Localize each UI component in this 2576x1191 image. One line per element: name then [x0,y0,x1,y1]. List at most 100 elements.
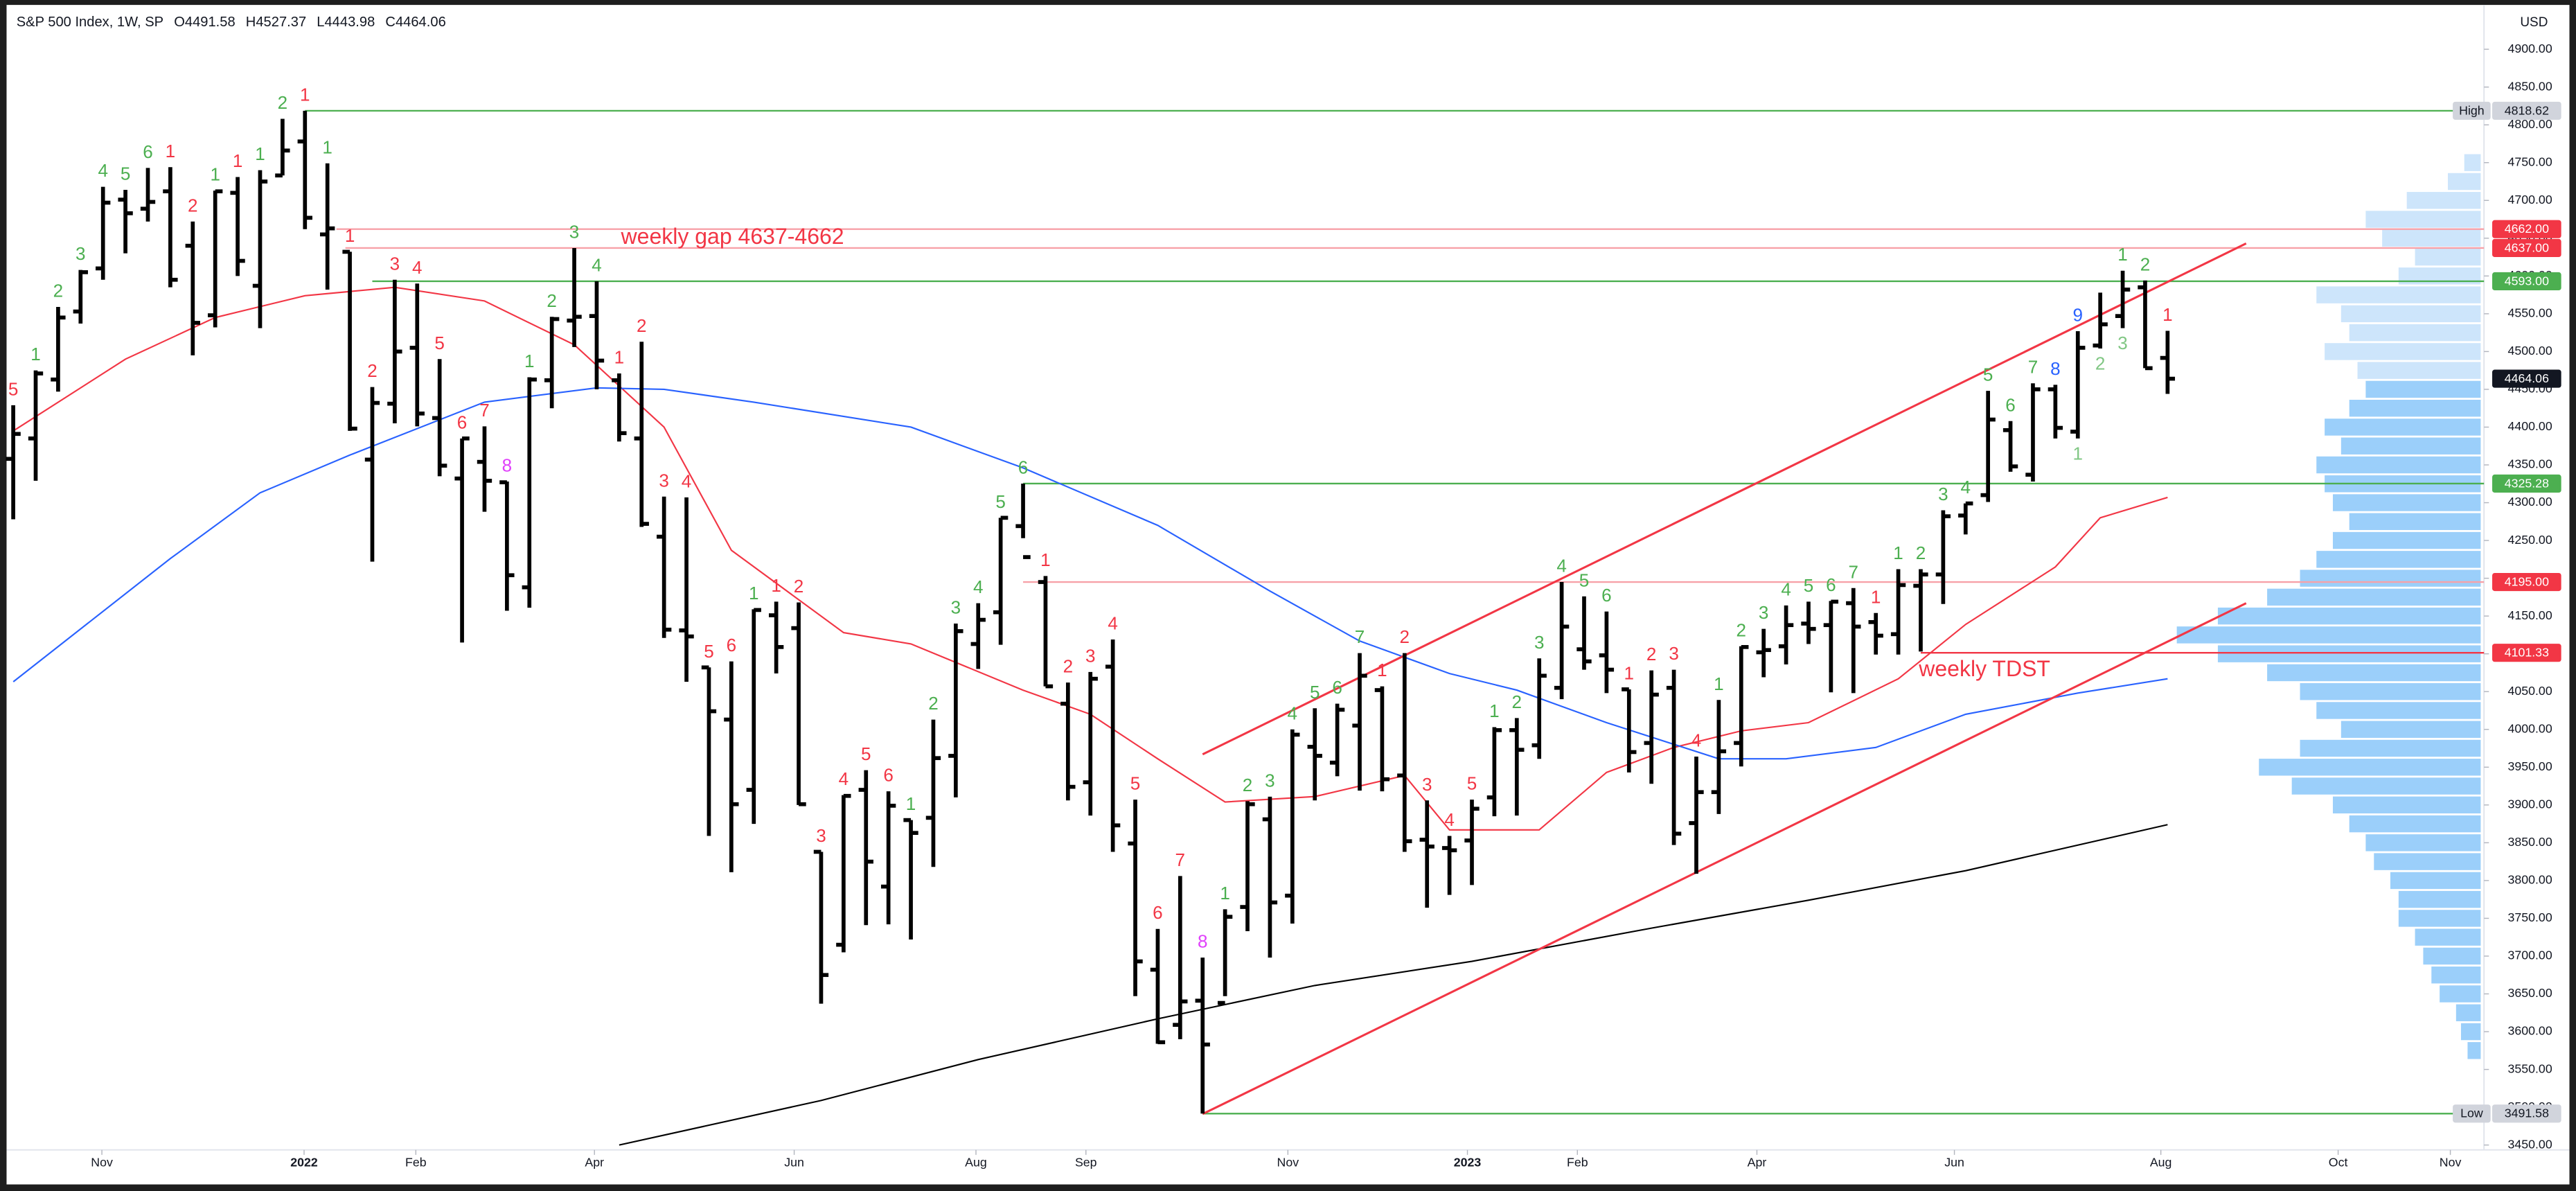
td-count: 3 [1265,770,1275,791]
volume-profile-bar [2340,437,2481,455]
y-tick-label: 3850.00 [2507,835,2552,849]
td-count: 1 [210,164,220,185]
td-count: 4 [973,576,984,597]
td-count: 2 [637,315,647,336]
volume-profile-bar [2325,418,2481,436]
td-count: 1 [1377,660,1387,680]
td-count: 5 [704,641,714,662]
y-tick-label: 4250.00 [2507,533,2552,547]
volume-profile-bar [2398,910,2481,927]
volume-profile-bar [2374,853,2481,870]
td-count: 6 [1826,574,1836,595]
td-count: 4 [1288,703,1298,723]
td-count: 9 [2073,305,2084,326]
volume-profile-bar [2357,362,2481,379]
volume-profile-bar [2325,343,2481,360]
x-tick-label: Jun [784,1155,804,1169]
y-tick-label: 3800.00 [2507,873,2552,887]
td-count: 2 [188,195,198,215]
td-count: 7 [479,400,490,421]
volume-profile-bar [2259,759,2481,776]
td-count: 2 [1400,626,1410,647]
td-count: 2 [2095,353,2106,374]
volume-profile-bar [2349,324,2481,342]
td-count: 1 [1871,586,1881,607]
volume-profile-bar [2460,1023,2481,1041]
td-count: 1 [906,793,916,814]
level-name: Low [2460,1106,2483,1120]
chart-header: S&P 500 Index, 1W, SP O4491.58 H4527.37 … [17,15,446,30]
volume-profile-bar [2390,872,2481,890]
td-count: 4 [1691,730,1702,751]
td-count: 3 [569,222,580,242]
volume-profile-bar [2365,834,2481,852]
td-count: 7 [2028,357,2038,378]
y-tick-label: 3600.00 [2507,1024,2552,1038]
symbol: S&P 500 Index, 1W, SP [17,15,163,30]
td-count: 2 [53,281,64,301]
td-count: 8 [502,455,513,476]
x-tick-label: Nov [91,1155,113,1169]
td-count: 3 [390,253,400,274]
y-tick-label: 3550.00 [2507,1061,2552,1075]
td-count: 1 [322,136,332,157]
y-tick-label: 4900.00 [2507,42,2552,55]
td-count: 6 [143,141,153,162]
x-tick-label: Nov [1277,1155,1299,1169]
y-tick-label: 4400.00 [2507,419,2552,433]
level-tag-label: 4325.28 [2505,476,2549,490]
x-tick-label: Feb [1567,1155,1588,1169]
td-count: 1 [1624,662,1635,683]
y-tick-label: 4500.00 [2507,344,2552,358]
volume-profile-bar [2467,1042,2481,1059]
y-tick-label: 4850.00 [2507,79,2552,93]
level-tag [2492,369,2561,388]
td-count: 1 [300,84,310,105]
td-count: 2 [1512,691,1522,712]
td-count: 6 [883,765,894,786]
td-count: 6 [727,635,737,655]
y-tick-label: 4300.00 [2507,495,2552,509]
y-tick-label: 4000.00 [2507,721,2552,735]
td-count: 6 [1332,677,1342,698]
ohlc-high: H4527.37 [246,15,306,30]
x-tick-label: Apr [1748,1155,1767,1169]
td-count: 8 [1198,931,1208,952]
x-tick-label: Sep [1075,1155,1097,1169]
moving-average [619,824,2168,1146]
td-count: 1 [1489,700,1500,721]
trendline [1202,242,2247,756]
volume-profile-bar [2267,664,2481,682]
td-count: 2 [1243,775,1253,795]
volume-profile-bar [2300,683,2481,700]
td-count: 2 [547,290,557,311]
volume-profile-bar [2300,739,2481,757]
td-count: 1 [771,575,781,596]
td-count: 6 [457,412,468,432]
td-count: 1 [233,150,243,171]
td-count: 1 [2162,304,2173,325]
td-count: 2 [367,360,377,381]
ohlc-close: C4464.06 [385,15,445,30]
td-count: 5 [1310,682,1320,703]
td-count: 2 [278,92,288,113]
y-tick-label: 3450.00 [2507,1137,2552,1151]
td-count: 7 [1175,849,1186,870]
td-count: 2 [794,576,804,597]
y-tick-label: 3900.00 [2507,797,2552,811]
x-tick-label: Aug [2150,1155,2172,1169]
volume-profile-bar [2267,588,2481,606]
volume-profile-bar [2349,513,2481,531]
volume-profile-bar [2440,985,2481,1003]
level-tag-label: 4818.62 [2505,103,2549,117]
volume-profile-bar [2176,626,2481,644]
volume-profile-bar [2365,211,2481,228]
level-tag-label: 4662.00 [2505,222,2549,236]
annotation: weekly gap 4637-4662 [621,224,844,249]
volume-profile-bar [2415,248,2481,266]
td-count: 4 [1781,579,1791,599]
td-count: 5 [1130,773,1141,794]
volume-profile-bar [2332,796,2481,814]
volume-profile-bar [2382,229,2481,247]
